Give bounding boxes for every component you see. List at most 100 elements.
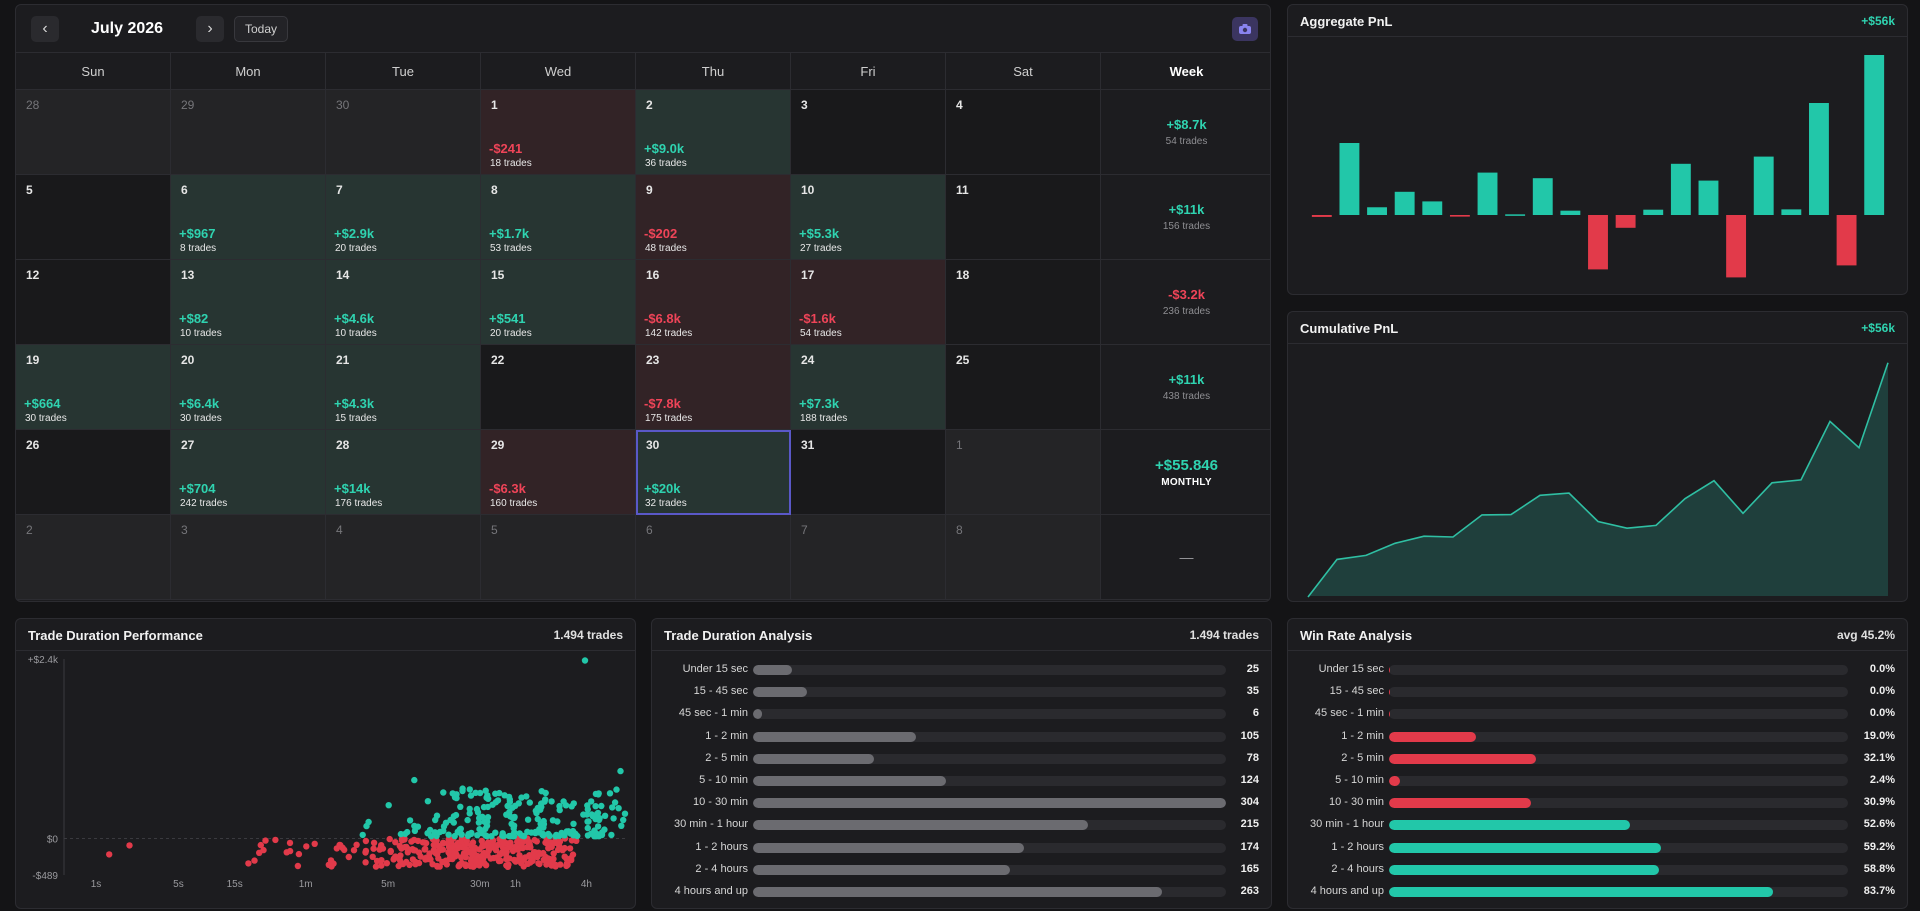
calendar-day-cell[interactable]: 11 bbox=[946, 175, 1101, 260]
calendar-panel: ‹ July 2026 › Today Sun Mon Tue Wed Thu Fri Sa… bbox=[15, 4, 1271, 602]
win-rate-row: 2 - 5 min 32.1% bbox=[1288, 748, 1907, 770]
calendar-day-cell[interactable]: 15 +$541 20 trades bbox=[481, 260, 636, 345]
duration-row: 1 - 2 min 105 bbox=[652, 726, 1271, 748]
calendar-day-cell[interactable]: 7 +$2.9k 20 trades bbox=[326, 175, 481, 260]
win-rate-bar bbox=[1389, 842, 1661, 853]
day-trade-count: 53 trades bbox=[490, 243, 532, 254]
prev-month-button[interactable]: ‹ bbox=[31, 16, 59, 42]
calendar-day-cell[interactable]: 28 bbox=[16, 90, 171, 175]
calendar-day-cell[interactable]: 10 +$5.3k 27 trades bbox=[791, 175, 946, 260]
calendar-day-cell[interactable]: 27 +$704 242 trades bbox=[171, 430, 326, 515]
trade-point bbox=[516, 852, 523, 859]
duration-count: 174 bbox=[1240, 840, 1259, 853]
calendar-day-cell[interactable]: 3 bbox=[791, 90, 946, 175]
calendar-day-cell[interactable]: 29 -$6.3k 160 trades bbox=[481, 430, 636, 515]
calendar-day-cell[interactable]: 4 bbox=[326, 515, 481, 600]
screenshot-button[interactable] bbox=[1232, 17, 1258, 41]
calendar-day-cell[interactable]: 28 +$14k 176 trades bbox=[326, 430, 481, 515]
calendar-day-cell[interactable]: 30 +$20k 32 trades bbox=[636, 430, 791, 515]
calendar-day-cell[interactable]: 2 +$9.0k 36 trades bbox=[636, 90, 791, 175]
win-rate-label: 1 - 2 min bbox=[1341, 729, 1384, 742]
calendar-day-cell[interactable]: 2 bbox=[16, 515, 171, 600]
trade-point bbox=[370, 839, 378, 846]
panel-title: Aggregate PnL bbox=[1300, 14, 1393, 29]
trade-point bbox=[362, 837, 370, 845]
day-number: 8 bbox=[956, 523, 963, 537]
trade-point bbox=[594, 823, 602, 830]
trade-point bbox=[311, 840, 318, 847]
calendar-day-cell[interactable]: 5 bbox=[16, 175, 171, 260]
cumulative-pnl-panel: Cumulative PnL +$56k bbox=[1287, 311, 1908, 602]
day-number: 17 bbox=[801, 268, 815, 282]
trade-point bbox=[411, 822, 418, 830]
calendar-day-cell[interactable]: 29 bbox=[171, 90, 326, 175]
chevron-right-icon: › bbox=[207, 20, 213, 37]
trade-point bbox=[613, 786, 620, 793]
week-pnl: +$8.7k bbox=[1166, 117, 1207, 132]
trade-point bbox=[592, 803, 599, 810]
duration-label: 2 - 5 min bbox=[705, 751, 748, 764]
calendar-day-cell[interactable]: 31 bbox=[791, 430, 946, 515]
calendar-day-cell[interactable]: 1 -$241 18 trades bbox=[481, 90, 636, 175]
calendar-toolbar: ‹ July 2026 › Today bbox=[16, 5, 1270, 53]
trade-point bbox=[488, 833, 495, 840]
next-month-button[interactable]: › bbox=[196, 16, 224, 42]
trade-point bbox=[345, 853, 352, 861]
win-rate-row: 5 - 10 min 2.4% bbox=[1288, 770, 1907, 792]
calendar-day-cell[interactable]: 18 bbox=[946, 260, 1101, 345]
win-rate-row: 1 - 2 min 19.0% bbox=[1288, 726, 1907, 748]
trade-point bbox=[596, 815, 603, 822]
calendar-day-cell[interactable]: 23 -$7.8k 175 trades bbox=[636, 345, 791, 430]
calendar-day-cell[interactable]: 1 bbox=[946, 430, 1101, 515]
trade-point bbox=[392, 839, 399, 846]
win-rate-bar bbox=[1389, 731, 1477, 742]
calendar-day-cell[interactable]: 17 -$1.6k 54 trades bbox=[791, 260, 946, 345]
win-rate-value: 52.6% bbox=[1863, 818, 1895, 831]
win-rate-value: 32.1% bbox=[1863, 751, 1895, 764]
today-button[interactable]: Today bbox=[234, 16, 289, 42]
cumulative-area-chart bbox=[1307, 362, 1889, 598]
calendar-day-cell[interactable]: 16 -$6.8k 142 trades bbox=[636, 260, 791, 345]
calendar-day-cell[interactable]: 8 +$1.7k 53 trades bbox=[481, 175, 636, 260]
calendar-day-cell[interactable]: 7 bbox=[791, 515, 946, 600]
win-rate-row: 2 - 4 hours 58.8% bbox=[1288, 859, 1907, 881]
calendar-day-cell[interactable]: 19 +$664 30 trades bbox=[16, 345, 171, 430]
win-rate-value: 19.0% bbox=[1863, 729, 1895, 742]
calendar-day-cell[interactable]: 25 bbox=[946, 345, 1101, 430]
trade-point bbox=[476, 789, 484, 797]
calendar-day-cell[interactable]: 12 bbox=[16, 260, 171, 345]
calendar-day-cell[interactable]: 30 bbox=[326, 90, 481, 175]
trade-point bbox=[485, 842, 493, 849]
day-number: 2 bbox=[646, 98, 653, 112]
trade-point bbox=[406, 861, 413, 869]
pnl-bar bbox=[1698, 180, 1719, 215]
trade-point bbox=[506, 796, 513, 803]
calendar-day-cell[interactable]: 6 +$967 8 trades bbox=[171, 175, 326, 260]
calendar-day-cell[interactable]: 21 +$4.3k 15 trades bbox=[326, 345, 481, 430]
calendar-day-cell[interactable]: 20 +$6.4k 30 trades bbox=[171, 345, 326, 430]
trade-point bbox=[531, 836, 538, 844]
cumulative-line bbox=[1307, 362, 1889, 598]
weekday-header: Thu bbox=[636, 53, 791, 90]
trade-point bbox=[581, 657, 589, 664]
win-rate-row: Under 15 sec 0.0% bbox=[1288, 659, 1907, 681]
calendar-day-cell[interactable]: 5 bbox=[481, 515, 636, 600]
calendar-day-cell[interactable]: 24 +$7.3k 188 trades bbox=[791, 345, 946, 430]
calendar-day-cell[interactable]: 6 bbox=[636, 515, 791, 600]
calendar-day-cell[interactable]: 22 bbox=[481, 345, 636, 430]
calendar-day-cell[interactable]: 3 bbox=[171, 515, 326, 600]
calendar-day-cell[interactable]: 14 +$4.6k 10 trades bbox=[326, 260, 481, 345]
calendar-day-cell[interactable]: 9 -$202 48 trades bbox=[636, 175, 791, 260]
trade-point bbox=[509, 847, 517, 855]
day-trade-count: 160 trades bbox=[490, 498, 538, 509]
trade-point bbox=[569, 851, 577, 858]
calendar-day-cell[interactable]: 26 bbox=[16, 430, 171, 515]
calendar-day-cell[interactable]: 13 +$82 10 trades bbox=[171, 260, 326, 345]
calendar-day-cell[interactable]: 4 bbox=[946, 90, 1101, 175]
trade-point bbox=[397, 830, 405, 838]
duration-label: 5 - 10 min bbox=[699, 774, 748, 786]
day-number: 15 bbox=[491, 268, 505, 282]
duration-bar bbox=[753, 776, 946, 786]
trade-point bbox=[421, 846, 428, 853]
calendar-day-cell[interactable]: 8 bbox=[946, 515, 1101, 600]
